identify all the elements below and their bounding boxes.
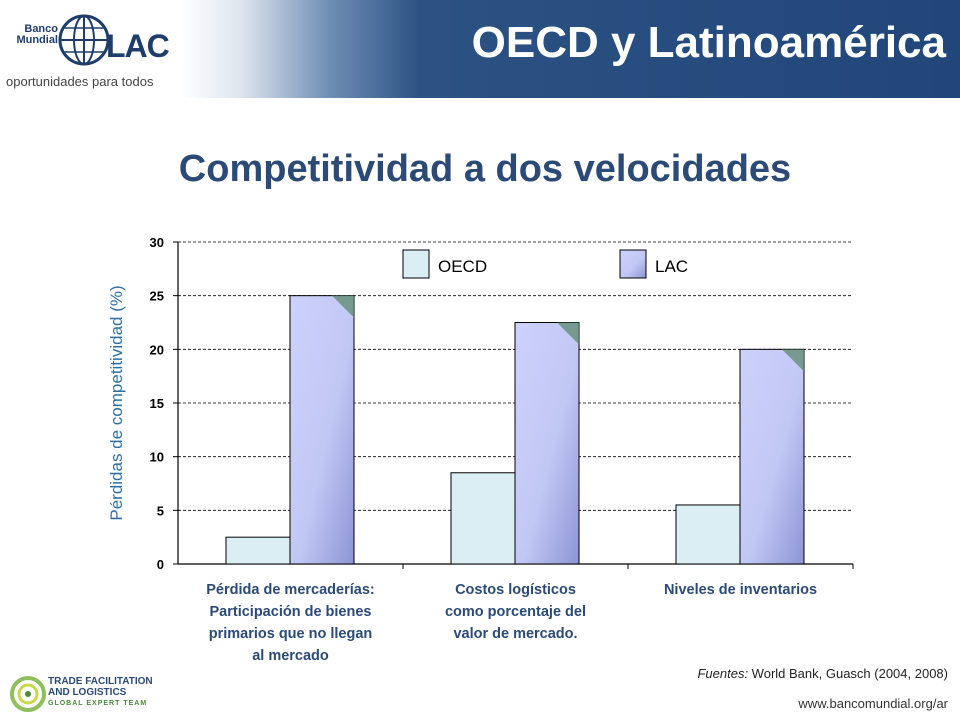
bar-corner-shade — [332, 295, 354, 318]
legend-label-oecd: OECD — [438, 257, 487, 276]
tfl-subtitle: GLOBAL EXPERT TEAM — [48, 700, 148, 707]
tfl-logo: TRADE FACILITATION AND LOGISTICS GLOBAL … — [6, 672, 176, 718]
globe-icon — [58, 14, 110, 66]
bar-lac — [739, 348, 805, 565]
x-category-label-line: primarios que no llegan — [209, 626, 373, 642]
website-url[interactable]: www.bancomundial.org/ar — [798, 696, 948, 711]
bar-lac — [514, 322, 580, 565]
x-category-label-line: Pérdida de mercaderías: — [206, 582, 374, 598]
bar-oecd — [450, 472, 516, 565]
source-note: Fuentes: World Bank, Guasch (2004, 2008) — [697, 666, 948, 681]
y-tick-label: 10 — [150, 450, 164, 465]
bar-corner-shade — [557, 322, 579, 345]
y-tick-label: 0 — [157, 557, 164, 572]
x-category-label-line: valor de mercado. — [453, 626, 577, 642]
x-category-label-line: Costos logísticos — [455, 582, 576, 598]
source-label: Fuentes: — [697, 666, 749, 681]
x-category-label: Niveles de inventarios — [664, 582, 817, 598]
logo-bank-line: Banco — [24, 23, 58, 35]
legend-swatch-oecd — [402, 249, 430, 279]
logo-bank-name: Banco Mundial — [10, 24, 58, 46]
header-banner: Banco Mundial LAC oportunidades para todo… — [0, 0, 960, 98]
tfl-title: TRADE FACILITATION AND LOGISTICS — [48, 676, 153, 698]
legend-swatch-lac — [619, 249, 647, 279]
y-tick-label: 30 — [150, 235, 164, 250]
bar-oecd — [675, 504, 741, 565]
logo-tagline: oportunidades para todos — [6, 74, 154, 89]
tfl-line1: TRADE FACILITATION — [48, 676, 153, 687]
bar-corner-shade — [782, 349, 804, 372]
y-axis-label: Pérdidas de competitividad (%) — [107, 285, 126, 520]
x-category-label-line: Participación de bienes — [210, 604, 372, 620]
x-category-label: Costos logísticos como porcentaje del valo… — [445, 582, 586, 642]
source-text: World Bank, Guasch (2004, 2008) — [748, 666, 948, 681]
tfl-emblem-icon — [10, 676, 46, 712]
x-category-label-line: Niveles de inventarios — [664, 582, 817, 598]
legend-label-lac: LAC — [655, 257, 688, 276]
x-category-label: Pérdida de mercaderías: Participación de … — [206, 582, 374, 664]
world-bank-lac-logo: Banco Mundial LAC oportunidades para todo… — [6, 8, 176, 93]
y-tick-label: 25 — [150, 289, 164, 304]
logo-bank-line: Mundial — [16, 34, 58, 46]
bar-lac — [289, 295, 355, 565]
tfl-line2: AND LOGISTICS — [48, 687, 127, 698]
bar-oecd — [225, 536, 291, 565]
x-category-label-line: al mercado — [252, 648, 329, 664]
y-tick-label: 5 — [157, 503, 164, 518]
logo-lac-text: LAC — [106, 28, 170, 64]
bar-chart: 0 5 10 15 20 25 30 Pérdidas de competitividad (… — [107, 235, 854, 664]
x-category-label-line: como porcentaje del — [445, 604, 586, 620]
header-title: OECD y Latinoamérica — [471, 18, 946, 67]
y-tick-label: 15 — [150, 396, 164, 411]
slide-subtitle: Competitividad a dos velocidades — [178, 148, 792, 190]
y-tick-label: 20 — [150, 342, 164, 357]
